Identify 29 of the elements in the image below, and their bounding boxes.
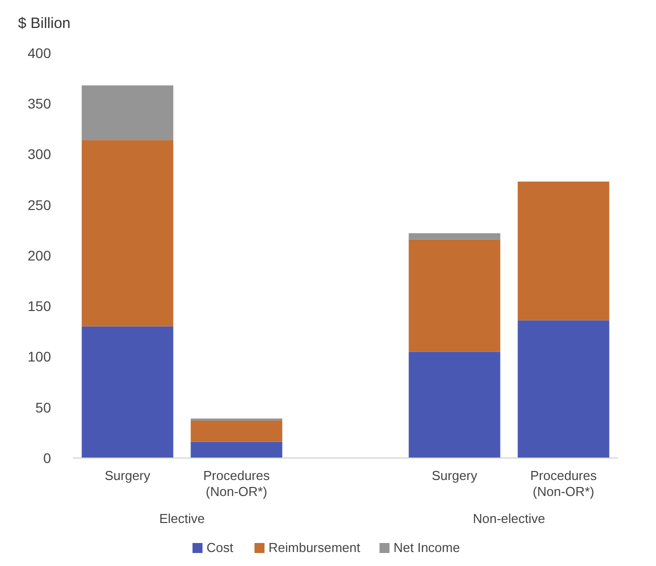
y-tick-label: 0 bbox=[43, 450, 52, 466]
bar bbox=[82, 140, 174, 326]
y-tick-label: 50 bbox=[35, 399, 52, 416]
x-tick-label: Procedures (Non-OR*) bbox=[203, 468, 270, 499]
y-tick-label: 250 bbox=[28, 196, 52, 213]
bar bbox=[408, 352, 500, 458]
bar bbox=[408, 239, 500, 352]
bar bbox=[82, 326, 174, 458]
legend-label: Net Income bbox=[394, 540, 460, 555]
legend-label: Reimbursement bbox=[268, 540, 361, 555]
x-tick-label: Surgery bbox=[104, 468, 151, 483]
x-tick-label: Procedures (Non-OR*) bbox=[530, 468, 598, 499]
y-axis-title: $ Billion bbox=[18, 15, 71, 32]
bar bbox=[82, 85, 174, 140]
y-tick-label: 300 bbox=[28, 146, 52, 162]
bar bbox=[190, 420, 282, 442]
bar bbox=[190, 442, 282, 458]
y-tick-label: 100 bbox=[28, 348, 52, 365]
text: Elective bbox=[159, 511, 205, 526]
y-tick-label: 150 bbox=[28, 298, 52, 314]
y-tick-label: 200 bbox=[28, 247, 52, 264]
x-tick-label: Surgery bbox=[432, 468, 478, 483]
y-tick-label: 350 bbox=[28, 96, 52, 112]
y-tick-label: 400 bbox=[28, 44, 52, 61]
text: Non-elective bbox=[472, 511, 546, 526]
bar bbox=[408, 233, 500, 240]
bar bbox=[518, 320, 610, 458]
legend-label: Cost bbox=[206, 540, 234, 555]
bar bbox=[518, 182, 610, 320]
